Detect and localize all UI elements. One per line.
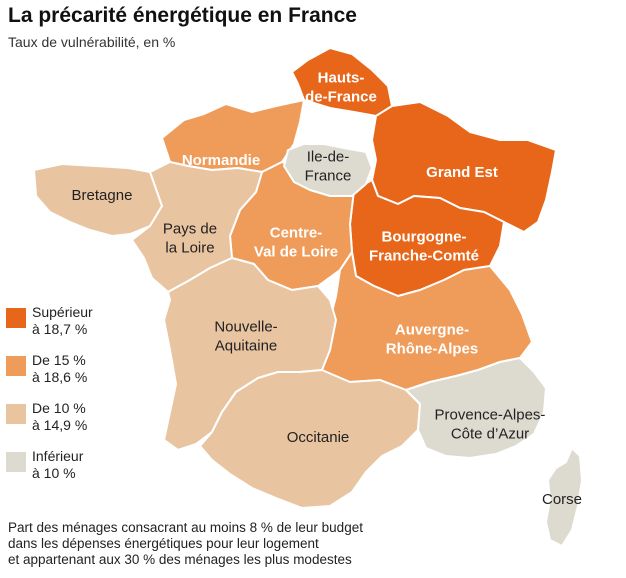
region-corse: [545, 447, 583, 547]
legend-label-inferieur-line2: à 10 %: [32, 465, 76, 481]
region-label-ile-de-france: Ile-de-France: [305, 149, 352, 185]
map-subtitle: Taux de vulnérabilité, en %: [8, 34, 176, 50]
legend-item-de10: De 10 % à 14,9 %: [6, 400, 126, 444]
region-label-occitanie: Occitanie: [287, 429, 350, 446]
legend-swatch-superieur: [6, 308, 26, 328]
footnote-line-1: Part des ménages consacrant au moins 8 %…: [8, 520, 363, 535]
legend-swatch-de10: [6, 404, 26, 424]
region-label-pays-de-la-loire: Pays de la Loire: [163, 221, 217, 257]
legend-label-de15-line2: à 18,6 %: [32, 369, 88, 385]
legend-swatch-inferieur: [6, 452, 26, 472]
map-title: La précarité énergétique en France: [8, 4, 357, 27]
region-label-centre-val-de-loire: Centre-Val de Loire: [254, 225, 338, 261]
map-footnote: Part des ménages consacrant au moins 8 %…: [8, 520, 618, 568]
legend-item-de15: De 15 % à 18,6 %: [6, 352, 126, 396]
region-provence-alpes-cote-d-azur: [405, 357, 547, 459]
map-legend: Supérieur à 18,7 % De 15 % à 18,6 % De 1…: [6, 304, 126, 496]
region-ile-de-france: [283, 143, 373, 197]
region-label-normandie: Normandie: [182, 152, 260, 169]
legend-item-superieur: Supérieur à 18,7 %: [6, 304, 126, 348]
region-label-bretagne: Bretagne: [72, 187, 133, 204]
region-label-provence-alpes-cote-d-azur: Provence-Alpes-Côte d’Azur: [435, 407, 546, 443]
legend-label-superieur-line1: Supérieur: [32, 304, 93, 320]
region-label-corse: Corse: [542, 491, 582, 508]
region-label-auvergne-rhone-alpes: Auvergne-Rhône-Alpes: [386, 322, 479, 358]
region-label-hauts-de-france: Hauts-de-France: [305, 70, 377, 106]
legend-swatch-de15: [6, 356, 26, 376]
legend-label-inferieur-line1: Inférieur: [32, 448, 84, 464]
region-label-grand-est: Grand Est: [426, 164, 498, 181]
legend-label-de15-line1: De 15 %: [32, 352, 86, 368]
footnote-line-2: dans les dépenses énergétiques pour leur…: [8, 536, 319, 551]
region-label-bourgogne-franche-comte: Bourgogne-Franche-Comté: [369, 229, 479, 265]
legend-label-de10-line1: De 10 %: [32, 400, 86, 416]
legend-label-de10-line2: à 14,9 %: [32, 417, 88, 433]
legend-item-inferieur: Inférieur à 10 %: [6, 448, 126, 492]
region-label-nouvelle-aquitaine: Nouvelle-Aquitaine: [214, 319, 277, 355]
legend-label-superieur-line2: à 18,7 %: [32, 321, 88, 337]
footnote-line-3: et appartenant aux 30 % des ménages les …: [8, 552, 352, 567]
region-occitanie: [199, 369, 421, 509]
